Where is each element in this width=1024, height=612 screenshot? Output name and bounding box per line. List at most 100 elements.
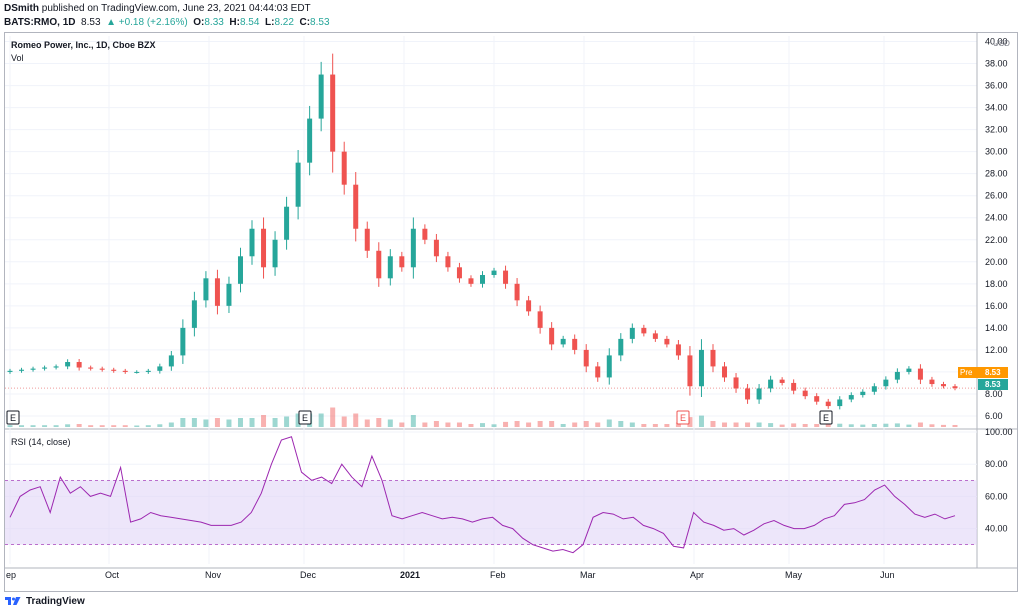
earnings-marker-box <box>298 410 312 425</box>
volume-bar <box>422 422 428 427</box>
price-tick-label: 30.00 <box>985 147 1008 157</box>
time-tick-label: Mar <box>580 570 596 580</box>
last-price: 8.53 <box>81 17 101 28</box>
candle-body <box>307 118 313 163</box>
volume-bar <box>387 419 393 427</box>
volume-bar <box>76 424 82 427</box>
volume-bar <box>364 419 370 427</box>
candle-body <box>387 256 393 279</box>
earnings-marker-icon[interactable]: E <box>298 410 312 425</box>
volume-bar <box>237 418 243 427</box>
candle-body <box>848 395 854 400</box>
symbol-info: BATS:RMO, 1D 8.53 ▲ +0.18 (+2.16%) O:8.3… <box>4 17 330 28</box>
candle-body <box>929 379 935 385</box>
earnings-marker-icon[interactable]: E <box>6 410 20 425</box>
candle-body <box>65 362 71 367</box>
volume-bar <box>929 424 935 427</box>
candle-body <box>791 382 797 391</box>
volume-bar <box>134 425 140 427</box>
volume-bar <box>848 424 854 427</box>
candle-body <box>837 399 843 407</box>
volume-bar <box>675 422 681 427</box>
volume-bar <box>491 424 497 427</box>
last-price-box <box>978 379 1008 390</box>
time-tick-label: Feb <box>490 570 506 580</box>
volume-bar <box>768 423 774 427</box>
high-label: H: <box>229 17 240 28</box>
candle-body <box>745 388 751 400</box>
tradingview-footer[interactable]: TradingView <box>4 593 85 609</box>
volume-bar <box>341 416 347 427</box>
price-tick-label: 20.00 <box>985 257 1008 267</box>
rsi-axis: 100.00 80.00 60.00 40.00 <box>985 427 1013 534</box>
candle-body <box>99 368 105 370</box>
candle-body <box>134 371 140 373</box>
volume-bar <box>122 425 128 427</box>
rsi-legend[interactable]: RSI (14, close) <box>11 437 71 447</box>
publish-info: DSmith published on TradingView.com, Jun… <box>4 3 311 14</box>
volume-bar <box>99 425 105 427</box>
candle-body <box>572 338 578 350</box>
candle-body <box>560 338 566 345</box>
price-tick-label: 28.00 <box>985 169 1008 179</box>
candle-body <box>341 151 347 185</box>
earnings-marker-label: E <box>823 413 829 423</box>
chart-frame[interactable] <box>4 32 1018 592</box>
candlesticks <box>7 53 958 410</box>
candle-body <box>652 333 658 339</box>
currency-label: USD <box>993 39 1010 48</box>
candle-body <box>30 368 36 370</box>
candle-body <box>595 366 601 378</box>
earnings-marker-label: E <box>680 413 686 423</box>
volume-bar <box>814 424 820 427</box>
candle-body <box>583 349 589 367</box>
candle-body <box>157 366 163 371</box>
volume-bar <box>157 424 163 427</box>
candle-body <box>422 228 428 240</box>
candle-body <box>237 256 243 284</box>
volume-bar <box>537 421 543 427</box>
earnings-marker-icon[interactable]: E <box>676 410 690 425</box>
volume-bar <box>191 418 197 427</box>
earnings-marker-icon[interactable]: E <box>819 410 833 425</box>
price-tick-label: 14.00 <box>985 323 1008 333</box>
price-tick-label: 32.00 <box>985 125 1008 135</box>
author-name[interactable]: DSmith <box>4 3 39 14</box>
earnings-marker-box <box>6 410 20 425</box>
open-value: 8.33 <box>204 17 224 28</box>
candle-body <box>410 228 416 268</box>
candle-body <box>53 366 59 368</box>
chart-grid <box>5 32 1018 569</box>
candle-body <box>330 74 336 152</box>
volume-bar <box>952 424 958 427</box>
chart-title[interactable]: Romeo Power, Inc., 1D, Cboe BZX <box>11 40 156 50</box>
volume-bar <box>145 425 151 427</box>
last-price-badge: 8.53 <box>978 379 1008 390</box>
volume-bar <box>7 425 13 427</box>
rsi-line <box>9 436 956 554</box>
candle-body <box>906 368 912 372</box>
volume-bar <box>284 416 290 427</box>
volume-bar <box>353 413 359 427</box>
candle-body <box>76 362 82 368</box>
chart-legend: Romeo Power, Inc., 1D, Cboe BZX Vol <box>11 40 156 63</box>
volume-legend[interactable]: Vol <box>11 53 24 63</box>
candle-body <box>88 367 94 369</box>
volume-bar <box>410 415 416 427</box>
volume-bar <box>318 413 324 427</box>
volume-bar <box>180 418 186 427</box>
volume-bar <box>272 418 278 427</box>
candle-body <box>698 349 704 387</box>
close-label: C: <box>299 17 311 28</box>
volume-bar <box>65 424 71 427</box>
volume-bar <box>42 425 48 427</box>
candle-body <box>894 371 900 380</box>
candle-body <box>491 270 497 276</box>
volume-bar <box>549 421 555 427</box>
volume-bar <box>560 424 566 427</box>
candle-body <box>825 401 831 407</box>
volume-bar <box>168 422 174 427</box>
candle-body <box>537 311 543 328</box>
